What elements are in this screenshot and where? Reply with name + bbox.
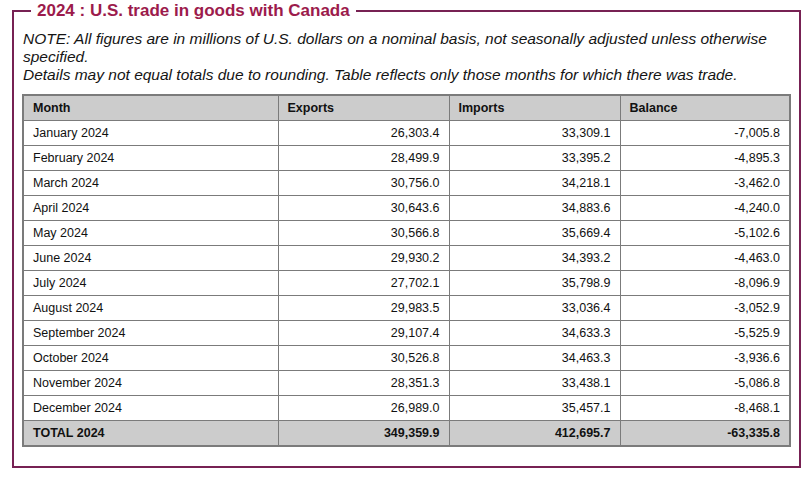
table-row: March 202430,756.034,218.1-3,462.0 <box>23 170 790 195</box>
table-row: November 202428,351.333,438.1-5,086.8 <box>23 370 790 395</box>
cell-imports: 33,036.4 <box>449 295 620 320</box>
table-row: December 202426,989.035,457.1-8,468.1 <box>23 395 790 420</box>
cell-balance: -7,005.8 <box>620 120 790 145</box>
cell-imports: 34,463.3 <box>449 345 620 370</box>
cell-month: November 2024 <box>23 370 278 395</box>
table-body: January 202426,303.433,309.1-7,005.8Febr… <box>23 120 790 420</box>
table-row: September 202429,107.434,633.3-5,525.9 <box>23 320 790 345</box>
cell-balance: -5,525.9 <box>620 320 790 345</box>
table-header-row: Month Exports Imports Balance <box>23 95 790 121</box>
cell-imports: 35,669.4 <box>449 220 620 245</box>
cell-imports: 33,438.1 <box>449 370 620 395</box>
cell-balance: -4,240.0 <box>620 195 790 220</box>
table-row: October 202430,526.834,463.3-3,936.6 <box>23 345 790 370</box>
cell-imports: 34,393.2 <box>449 245 620 270</box>
cell-imports: 33,395.2 <box>449 145 620 170</box>
cell-imports: 34,218.1 <box>449 170 620 195</box>
cell-exports: 26,989.0 <box>278 395 449 420</box>
cell-month: December 2024 <box>23 395 278 420</box>
page-title: 2024 : U.S. trade in goods with Canada <box>31 2 356 21</box>
cell-balance: -5,102.6 <box>620 220 790 245</box>
cell-exports: 30,643.6 <box>278 195 449 220</box>
cell-imports: 34,633.3 <box>449 320 620 345</box>
cell-imports: 34,883.6 <box>449 195 620 220</box>
trade-summary-panel: 2024 : U.S. trade in goods with Canada N… <box>12 2 801 468</box>
cell-month: August 2024 <box>23 295 278 320</box>
cell-exports: 29,930.2 <box>278 245 449 270</box>
column-header-balance: Balance <box>620 95 790 121</box>
cell-balance: -3,052.9 <box>620 295 790 320</box>
cell-exports: 27,702.1 <box>278 270 449 295</box>
table-row: January 202426,303.433,309.1-7,005.8 <box>23 120 790 145</box>
note-line-2: Details may not equal totals due to roun… <box>23 66 790 84</box>
column-header-exports: Exports <box>278 95 449 121</box>
table-row: July 202427,702.135,798.9-8,096.9 <box>23 270 790 295</box>
cell-month: May 2024 <box>23 220 278 245</box>
total-row: TOTAL 2024 349,359.9 412,695.7 -63,335.8 <box>23 420 790 446</box>
note-text: NOTE: All figures are in millions of U.S… <box>23 30 790 85</box>
cell-exports: 29,107.4 <box>278 320 449 345</box>
cell-balance: -8,096.9 <box>620 270 790 295</box>
cell-imports: 35,457.1 <box>449 395 620 420</box>
column-header-imports: Imports <box>449 95 620 121</box>
total-exports-value: 349,359.9 <box>278 420 449 446</box>
cell-imports: 35,798.9 <box>449 270 620 295</box>
cell-month: January 2024 <box>23 120 278 145</box>
cell-balance: -4,895.3 <box>620 145 790 170</box>
total-imports-value: 412,695.7 <box>449 420 620 446</box>
cell-month: April 2024 <box>23 195 278 220</box>
cell-exports: 30,566.8 <box>278 220 449 245</box>
cell-balance: -4,463.0 <box>620 245 790 270</box>
cell-balance: -5,086.8 <box>620 370 790 395</box>
cell-month: July 2024 <box>23 270 278 295</box>
cell-exports: 30,756.0 <box>278 170 449 195</box>
cell-exports: 28,499.9 <box>278 145 449 170</box>
total-balance-value: -63,335.8 <box>620 420 790 446</box>
cell-exports: 29,983.5 <box>278 295 449 320</box>
cell-month: March 2024 <box>23 170 278 195</box>
cell-balance: -3,936.6 <box>620 345 790 370</box>
table-row: June 202429,930.234,393.2-4,463.0 <box>23 245 790 270</box>
cell-month: February 2024 <box>23 145 278 170</box>
cell-exports: 30,526.8 <box>278 345 449 370</box>
total-label: TOTAL 2024 <box>23 420 278 446</box>
cell-exports: 28,351.3 <box>278 370 449 395</box>
column-header-month: Month <box>23 95 278 121</box>
cell-balance: -3,462.0 <box>620 170 790 195</box>
table-row: August 202429,983.533,036.4-3,052.9 <box>23 295 790 320</box>
cell-month: June 2024 <box>23 245 278 270</box>
cell-balance: -8,468.1 <box>620 395 790 420</box>
trade-table: Month Exports Imports Balance January 20… <box>22 94 791 447</box>
cell-exports: 26,303.4 <box>278 120 449 145</box>
cell-month: October 2024 <box>23 345 278 370</box>
table-row: February 202428,499.933,395.2-4,895.3 <box>23 145 790 170</box>
cell-month: September 2024 <box>23 320 278 345</box>
table-row: May 202430,566.835,669.4-5,102.6 <box>23 220 790 245</box>
cell-imports: 33,309.1 <box>449 120 620 145</box>
note-line-1: NOTE: All figures are in millions of U.S… <box>23 30 790 67</box>
table-row: April 202430,643.634,883.6-4,240.0 <box>23 195 790 220</box>
